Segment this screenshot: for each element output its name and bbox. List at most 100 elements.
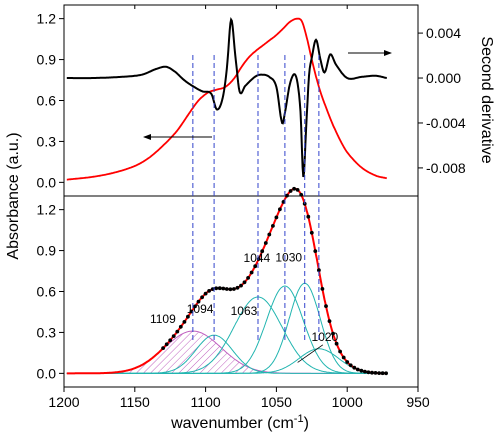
y-axis-title-right: Second derivative <box>478 36 495 163</box>
data-point <box>232 287 236 291</box>
data-point <box>285 193 289 198</box>
y-tick-label-bottom: 0.9 <box>37 243 57 259</box>
data-point <box>175 329 180 334</box>
data-point <box>366 370 371 375</box>
data-point <box>189 309 194 314</box>
data-point <box>200 295 205 300</box>
y-tick-label-top-left: 0.6 <box>37 93 57 109</box>
data-point <box>355 367 360 372</box>
peak-label-1094: 1094 <box>187 302 214 316</box>
top-panel-frame <box>63 4 419 197</box>
peak-label-1020-leader <box>297 344 324 363</box>
data-point <box>331 331 335 336</box>
y-tick-label-top-left: 1.2 <box>37 11 57 27</box>
data-point <box>278 207 282 212</box>
data-point <box>193 304 197 309</box>
data-point <box>384 371 388 376</box>
data-point <box>260 249 265 254</box>
data-point <box>178 324 183 329</box>
data-point <box>274 215 279 220</box>
data-point <box>320 287 325 291</box>
data-point <box>348 363 353 368</box>
data-point <box>317 268 321 273</box>
peak-label-1020: 1020 <box>312 330 339 344</box>
data-point <box>299 192 304 197</box>
data-point <box>359 368 364 373</box>
data-point <box>186 314 190 319</box>
data-point <box>263 241 268 245</box>
x-tick-label: 1150 <box>120 394 150 410</box>
data-point <box>221 286 226 291</box>
data-point <box>168 338 173 343</box>
data-point <box>292 186 296 191</box>
data-point <box>235 285 240 290</box>
top-series-absorbance <box>66 17 388 181</box>
data-point <box>242 280 247 285</box>
data-point <box>207 289 212 293</box>
y-tick-label-top-right: 0.004 <box>426 25 461 41</box>
data-point <box>324 304 328 308</box>
data-point <box>309 230 314 235</box>
peak-label-1030: 1030 <box>275 250 302 264</box>
data-point <box>164 342 169 347</box>
x-tick-label: 950 <box>406 394 430 410</box>
y-tick-label-bottom: 0.0 <box>37 365 57 381</box>
data-point <box>341 355 346 360</box>
y-tick-label-bottom: 0.3 <box>37 324 57 340</box>
data-point <box>380 371 385 376</box>
data-point <box>217 286 222 291</box>
bottom-panel-frame <box>63 195 419 388</box>
x-tick-label: 1000 <box>332 394 363 410</box>
data-point <box>249 270 254 275</box>
data-point <box>338 349 342 354</box>
data-point <box>370 370 374 375</box>
data-point <box>295 188 300 192</box>
y-tick-label-bottom: 0.6 <box>37 284 57 300</box>
data-point <box>224 287 229 291</box>
y-tick-label-top-left: 0.9 <box>37 52 57 68</box>
data-point <box>271 224 275 228</box>
data-point <box>377 371 381 375</box>
peak-label-1063: 1063 <box>231 304 258 318</box>
data-point <box>313 249 318 254</box>
y-tick-label-bottom: 1.2 <box>37 202 57 218</box>
data-point <box>239 283 243 288</box>
x-axis-title: wavenumber (cm-1) <box>170 413 309 432</box>
y-tick-label-top-left: 0.3 <box>37 133 57 149</box>
data-point <box>334 341 339 346</box>
data-point <box>228 287 233 292</box>
y-tick-label-top-right: -0.004 <box>426 115 466 131</box>
data-point <box>288 189 293 193</box>
x-axis-title-main: wavenumber (cm <box>170 415 294 432</box>
data-point <box>373 371 378 375</box>
x-tick-label: 1100 <box>191 394 221 410</box>
data-point <box>246 276 251 280</box>
data-point <box>306 214 311 219</box>
x-tick-label: 1200 <box>48 394 79 410</box>
data-point <box>196 299 201 304</box>
y-tick-label-top-right: -0.008 <box>426 160 466 176</box>
y-axis-title-left: Absorbance (a.u.) <box>5 132 22 259</box>
x-axis-title-close: ) <box>304 415 309 432</box>
x-tick-label: 1050 <box>261 394 292 410</box>
y-tick-label-top-left: 0.0 <box>37 174 57 190</box>
peak-curve-1020 <box>66 348 387 374</box>
x-axis-title-superscript: -1 <box>294 413 304 425</box>
data-point <box>161 346 166 350</box>
data-point <box>352 365 357 370</box>
peak-label-1109: 1109 <box>150 312 176 326</box>
data-point <box>267 232 272 237</box>
data-point <box>171 334 176 338</box>
fit-curve <box>66 187 387 375</box>
data-point <box>214 286 219 291</box>
data-point <box>327 319 332 323</box>
top-series-second-derivative <box>66 16 387 178</box>
y-tick-label-top-right: 0.000 <box>426 70 461 86</box>
data-point <box>182 320 187 324</box>
data-point <box>345 360 350 364</box>
data-point <box>363 369 367 374</box>
peak-label-1044: 1044 <box>244 251 271 265</box>
data-point <box>253 264 258 269</box>
data-point <box>203 291 208 296</box>
